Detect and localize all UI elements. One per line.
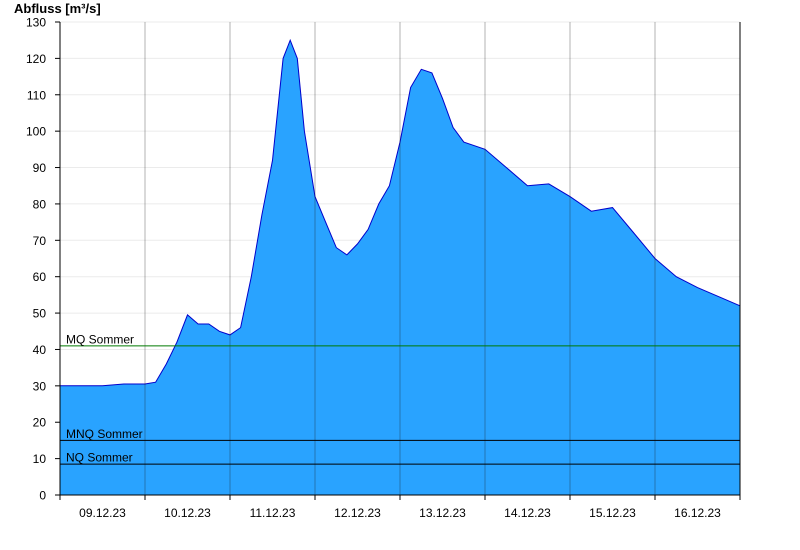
reference-line-label: NQ Sommer <box>66 451 133 465</box>
x-tick-label: 11.12.23 <box>250 506 296 520</box>
y-tick-label: 20 <box>33 416 47 430</box>
y-tick-label: 70 <box>33 234 47 248</box>
y-tick-label: 40 <box>33 343 47 357</box>
reference-line-label: MQ Sommer <box>66 332 134 346</box>
y-tick-label: 60 <box>33 270 47 284</box>
y-tick-label: 30 <box>33 379 47 393</box>
x-tick-label: 14.12.23 <box>504 506 551 520</box>
y-tick-label: 120 <box>26 52 46 66</box>
y-tick-label: 0 <box>39 489 46 503</box>
y-axis-title: Abfluss [m³/s] <box>14 1 101 16</box>
x-tick-label: 10.12.23 <box>164 506 211 520</box>
y-tick-label: 110 <box>27 88 46 102</box>
x-tick-label: 09.12.23 <box>79 506 126 520</box>
y-tick-label: 100 <box>26 125 46 139</box>
x-tick-label: 12.12.23 <box>334 506 381 520</box>
y-tick-label: 90 <box>33 161 47 175</box>
x-tick-label: 15.12.23 <box>589 506 636 520</box>
y-tick-label: 10 <box>33 452 47 466</box>
y-tick-label: 50 <box>33 307 47 321</box>
x-tick-label: 13.12.23 <box>419 506 466 520</box>
y-tick-label: 130 <box>26 16 46 30</box>
y-tick-label: 80 <box>33 197 47 211</box>
x-tick-label: 16.12.23 <box>674 506 721 520</box>
reference-line-label: MNQ Sommer <box>66 427 143 441</box>
